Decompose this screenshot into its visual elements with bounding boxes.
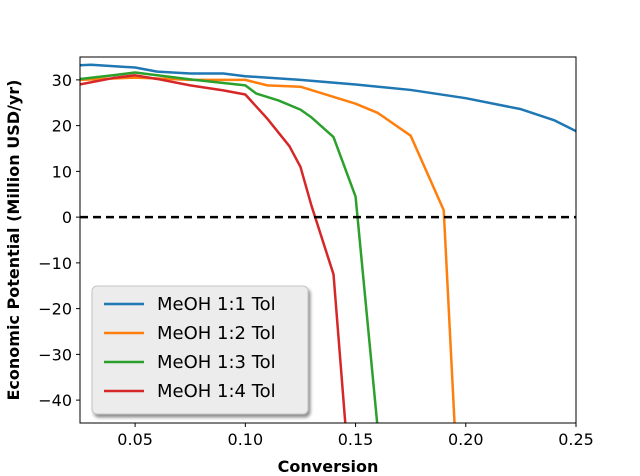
- series-line-3: [80, 71, 379, 423]
- legend-box: [91, 285, 309, 415]
- y-axis: −40 −30 −20 −10 0 10 20 30: [38, 71, 80, 410]
- series-line-1: [80, 63, 576, 133]
- plot-frame: [79, 56, 577, 424]
- legend-label-2: MeOH 1:2 Tol: [157, 323, 276, 344]
- series-line-2: [80, 76, 456, 423]
- legend-label-3: MeOH 1:3 Tol: [157, 352, 276, 373]
- y-tick-label: 10: [52, 162, 72, 181]
- x-axis: 0.05 0.10 0.15 0.20 0.25: [117, 423, 594, 449]
- y-tick-label: 30: [52, 71, 72, 90]
- y-tick-label: −20: [38, 300, 72, 319]
- y-tick-label: −30: [38, 345, 72, 364]
- x-tick-label: 0.10: [228, 430, 264, 449]
- x-tick-label: 0.05: [117, 430, 153, 449]
- y-tick-label: −40: [38, 391, 72, 410]
- legend: MeOH 1:1 Tol MeOH 1:2 Tol MeOH 1:3 Tol MeOH…: [91, 285, 309, 415]
- x-axis-label: Conversion: [278, 457, 379, 476]
- y-tick-label: 0: [62, 208, 72, 227]
- y-tick-label: −10: [38, 254, 72, 273]
- legend-label-1: MeOH 1:1 Tol: [157, 294, 276, 315]
- x-tick-label: 0.25: [558, 430, 594, 449]
- y-axis-label: Economic Potential (Million USD/yr): [4, 80, 23, 401]
- legend-label-4: MeOH 1:4 Tol: [157, 381, 276, 402]
- y-tick-label: 20: [52, 117, 72, 136]
- x-tick-label: 0.15: [338, 430, 374, 449]
- series-line-4: [80, 74, 347, 423]
- x-tick-label: 0.20: [448, 430, 484, 449]
- series-layer: [80, 63, 576, 423]
